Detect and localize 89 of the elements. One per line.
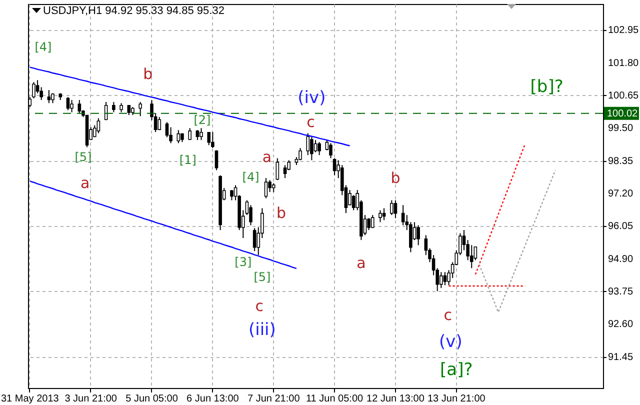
y-tick-label: 99.50: [608, 123, 634, 134]
candlestick: [176, 130, 180, 144]
candlestick: [367, 218, 370, 231]
candlestick: [47, 90, 51, 104]
candlestick: [390, 200, 394, 216]
x-tick-label: 13 Jun 21:00: [427, 394, 486, 404]
line-series: [478, 170, 556, 313]
candlestick: [318, 142, 321, 156]
annotation: [2]: [194, 113, 211, 127]
annotation: a: [262, 148, 272, 166]
candlestick: [443, 272, 447, 286]
annotation: a: [80, 174, 90, 192]
chart-title: USDJPY,H1 94.92 95.33 94.85 95.32: [43, 5, 224, 17]
annotation: c: [444, 306, 452, 324]
annotation: [4]: [34, 40, 52, 54]
annotation: c: [255, 297, 264, 315]
annotation: b: [143, 65, 153, 83]
candlestick: [298, 148, 302, 161]
x-tick-label: 3 Jun 21:00: [64, 394, 118, 404]
annotation: [1]: [179, 153, 196, 167]
candlestick: [348, 190, 352, 206]
candlestick: [332, 158, 336, 176]
annotation: [3]: [234, 255, 252, 269]
y-tick-label: 94.90: [608, 254, 634, 265]
candlestick: [276, 158, 280, 181]
y-tick-label: 100.65: [608, 90, 640, 102]
candlestick: [112, 101, 116, 113]
annotation: (iv): [298, 88, 326, 108]
y-tick-label: 91.45: [608, 352, 634, 363]
y-tick-label: 98.35: [608, 156, 634, 167]
y-tick-label: 92.60: [608, 319, 634, 330]
candlestick: [200, 128, 203, 141]
annotation: [5]: [254, 270, 271, 284]
candlestick: [394, 200, 398, 219]
x-tick-label: 12 Jun 13:00: [366, 394, 425, 404]
annotation: [a]?: [440, 360, 473, 380]
y-tick-label: 101.80: [608, 58, 640, 69]
candlestick: [352, 194, 356, 211]
candlestick: [78, 100, 82, 114]
annotation: (v): [439, 332, 462, 352]
candlestick: [70, 100, 74, 113]
candlestick: [36, 80, 40, 94]
annotation: b: [390, 169, 400, 187]
x-tick-label: 11 Jun 05:00: [306, 394, 364, 404]
x-tick-label: 7 Jun 21:00: [247, 394, 300, 404]
candlestick: [120, 102, 123, 113]
annotation: (iii): [248, 320, 276, 340]
candlestick: [252, 228, 256, 252]
annotation: c: [306, 113, 315, 131]
candlestick: [138, 101, 142, 117]
candlestick: [264, 178, 268, 199]
annotation: b: [276, 204, 286, 222]
annotation: [5]: [74, 150, 92, 164]
x-tick-label: 31 May 2013: [0, 394, 60, 404]
y-tick-label: 96.05: [608, 221, 634, 232]
x-tick-label: 6 Jun 13:00: [186, 394, 240, 404]
candlestick: [230, 190, 234, 201]
candlestick: [474, 246, 478, 261]
annotation: a: [356, 254, 366, 272]
y-tick-label: 93.75: [608, 286, 634, 298]
candlestick: [382, 208, 386, 221]
candlestick: [401, 204, 405, 226]
candlestick: [165, 122, 169, 138]
candlestick: [306, 132, 310, 156]
candlestick: [249, 204, 252, 226]
candlestick: [51, 92, 54, 104]
candlestick: [66, 96, 70, 111]
candlestick: [310, 136, 314, 161]
ref-line-label: 100.02: [607, 108, 638, 120]
y-tick-label: 102.95: [608, 25, 640, 36]
candlestick: [283, 164, 287, 179]
y-tick-label: 97.20: [608, 188, 634, 200]
candlestick: [127, 104, 131, 116]
candlestick: [416, 224, 420, 246]
candlestick: [329, 142, 332, 159]
candlestick: [214, 150, 218, 171]
candlestick: [158, 116, 162, 131]
candlestick: [207, 132, 211, 146]
line-series: [474, 144, 526, 275]
candlestick: [96, 118, 100, 134]
candlestick: [370, 214, 374, 229]
x-tick-label: 5 Jun 05:00: [126, 394, 178, 404]
candlestick: [211, 132, 214, 148]
annotation: [4]: [242, 170, 260, 184]
candlestick: [378, 210, 382, 223]
candlestick: [268, 180, 272, 193]
candlestick: [440, 272, 443, 289]
candlestick: [196, 130, 200, 141]
annotation: [b]?: [530, 77, 564, 97]
